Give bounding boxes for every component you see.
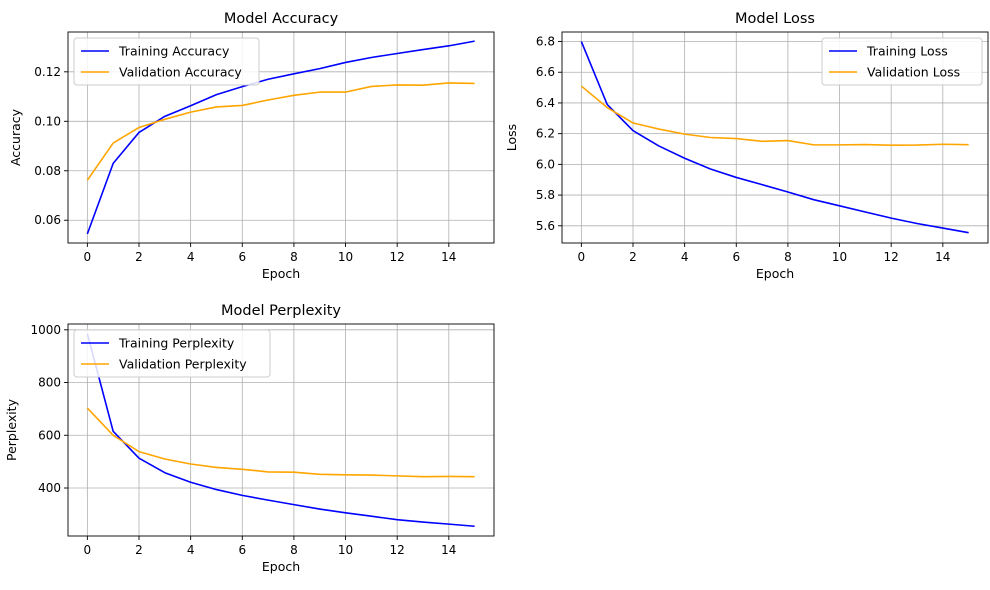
y-axis-label: Loss <box>504 124 519 151</box>
x-tick-label: 8 <box>290 543 298 557</box>
x-tick-label: 4 <box>681 250 689 264</box>
y-tick-label: 6.4 <box>536 96 555 110</box>
legend: Training Accuracy Validation Accuracy <box>73 37 260 86</box>
series-line-0 <box>86 333 475 528</box>
chart-title: Model Perplexity <box>221 303 341 319</box>
y-tick-label: 0.06 <box>34 213 61 227</box>
legend-label: Training Loss <box>866 44 948 59</box>
x-axis-label: Epoch <box>262 266 300 281</box>
series-line-1 <box>580 85 969 146</box>
x-tick-label: 4 <box>187 543 195 557</box>
x-axis-label: Epoch <box>756 266 794 281</box>
y-tick-label: 400 <box>38 481 61 495</box>
x-tick-label: 12 <box>390 250 405 264</box>
x-tick-label: 10 <box>338 250 353 264</box>
x-tick-label: 2 <box>135 250 143 264</box>
y-tick-label: 6.8 <box>536 35 555 49</box>
x-tick-label: 14 <box>441 543 456 557</box>
legend-label: Training Perplexity <box>118 336 235 351</box>
legend: Training Perplexity Validation Perplexity <box>73 329 271 378</box>
x-tick-label: 0 <box>84 543 92 557</box>
series-line-0 <box>86 40 475 235</box>
x-tick-label: 0 <box>84 250 92 264</box>
y-tick-label: 0.12 <box>34 65 61 79</box>
x-tick-label: 10 <box>338 543 353 557</box>
axes-frame <box>67 323 495 537</box>
x-tick-label: 4 <box>187 250 195 264</box>
x-tick-label: 2 <box>629 250 637 264</box>
x-tick-label: 6 <box>238 543 246 557</box>
y-tick-label: 600 <box>38 428 61 442</box>
legend-label: Validation Perplexity <box>119 357 247 372</box>
x-tick-label: 12 <box>884 250 899 264</box>
x-tick-label: 8 <box>784 250 792 264</box>
y-axis-label: Perplexity <box>4 398 19 461</box>
legend-label: Validation Loss <box>867 65 960 80</box>
y-tick-label: 5.8 <box>536 188 555 202</box>
legend-box <box>73 329 271 378</box>
grid <box>68 324 494 536</box>
chart-title: Model Loss <box>735 11 815 27</box>
x-tick-label: 14 <box>441 250 456 264</box>
chart-panel-2: 0 2 4 6 8 10 12 14 400 600 800 1000 Model Perplexity… <box>4 303 495 574</box>
x-axis-label: Epoch <box>262 559 300 574</box>
x-tick-label: 12 <box>390 543 405 557</box>
x-tick-label: 6 <box>732 250 740 264</box>
x-tick-label: 0 <box>578 250 586 264</box>
legend-label: Training Accuracy <box>118 44 230 59</box>
legend-box <box>821 37 983 86</box>
x-tick-label: 6 <box>238 250 246 264</box>
y-tick-label: 6.0 <box>536 157 555 171</box>
y-tick-label: 6.6 <box>536 65 555 79</box>
legend-box <box>73 37 260 86</box>
chart-title: Model Accuracy <box>224 11 339 27</box>
chart-panel-0: 0 2 4 6 8 10 12 14 0.06 0.08 0.10 0.12 Model Accurac… <box>8 11 495 281</box>
y-axis-label: Accuracy <box>8 108 23 166</box>
y-tick-label: 1000 <box>30 323 61 337</box>
axes-frame <box>67 31 495 244</box>
x-tick-label: 14 <box>935 250 950 264</box>
y-tick-label: 0.10 <box>34 114 61 128</box>
y-tick-label: 6.2 <box>536 127 555 141</box>
legend: Training Loss Validation Loss <box>821 37 983 86</box>
chart-panel-1: 0 2 4 6 8 10 12 14 5.6 5.8 6.0 6.2 6.4 6.6 6.8 Model Lo… <box>504 11 989 281</box>
axes-frame <box>561 31 989 244</box>
y-tick-label: 800 <box>38 376 61 390</box>
series-line-1 <box>86 82 475 181</box>
x-tick-label: 8 <box>290 250 298 264</box>
series-line-0 <box>580 41 969 234</box>
y-tick-label: 5.6 <box>536 219 555 233</box>
y-tick-label: 0.08 <box>34 164 61 178</box>
x-tick-label: 2 <box>135 543 143 557</box>
series-line-1 <box>86 407 475 478</box>
legend-label: Validation Accuracy <box>119 65 242 80</box>
x-tick-label: 10 <box>832 250 847 264</box>
